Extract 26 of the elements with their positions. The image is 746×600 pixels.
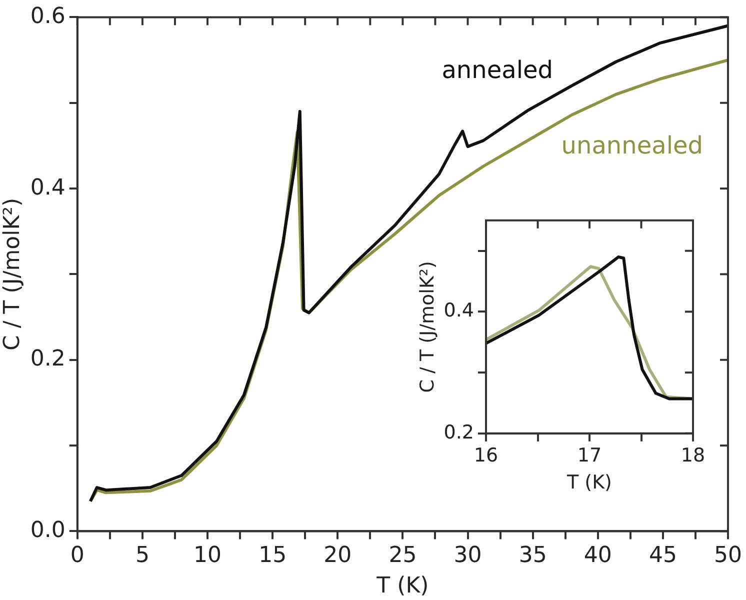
y-tick-label: 0.4	[30, 175, 66, 200]
x-tick-label: 17	[577, 444, 602, 467]
y-axis-title: C / T (J/molK²)	[0, 198, 25, 350]
series-label: unannealed	[561, 131, 704, 160]
x-tick-label: 10	[194, 543, 222, 568]
x-tick-label: 0	[70, 543, 84, 568]
y-tick-label: 0.0	[30, 518, 66, 543]
x-tick-label: 18	[680, 444, 706, 467]
x-tick-label: 16	[474, 444, 498, 467]
y-tick-label: 0.2	[444, 421, 474, 444]
x-tick-label: 50	[714, 543, 742, 568]
y-tick-label: 0.4	[444, 300, 474, 322]
y-tick-label: 0.2	[30, 346, 66, 372]
y-axis-title: C / T (J/molK²)	[416, 261, 438, 393]
y-tick-label: 0.6	[30, 4, 66, 29]
series-label: annealed	[442, 56, 554, 84]
x-tick-label: 45	[648, 543, 677, 568]
x-tick-label: 40	[584, 543, 612, 568]
x-axis-title: T (K)	[376, 574, 429, 599]
x-tick-label: 35	[518, 543, 547, 568]
x-tick-label: 25	[388, 543, 417, 568]
x-axis-title: T (K)	[566, 472, 612, 494]
x-tick-label: 5	[135, 543, 150, 568]
x-tick-label: 15	[258, 543, 287, 568]
x-tick-label: 20	[324, 543, 352, 568]
x-tick-label: 30	[454, 543, 482, 568]
